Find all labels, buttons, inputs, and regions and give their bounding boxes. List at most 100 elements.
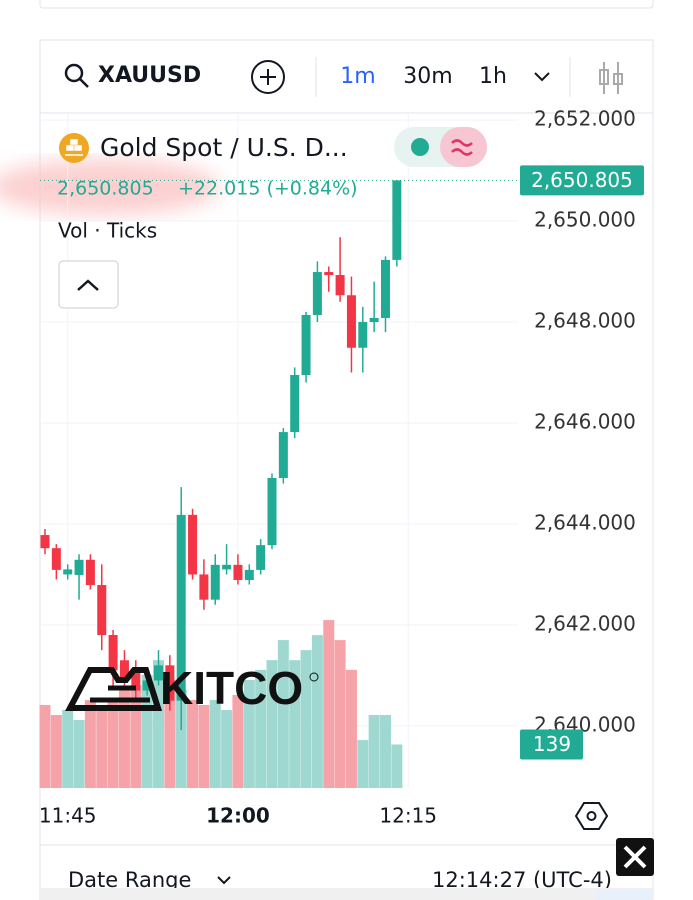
- registered-mark: [309, 672, 319, 682]
- close-icon: [623, 845, 647, 869]
- volume-bar: [153, 660, 164, 788]
- y-tick-label: 2,650.000: [534, 208, 636, 232]
- delay-icon: [451, 139, 473, 156]
- settings-icon-center: [586, 811, 597, 821]
- volume-bar: [62, 709, 74, 788]
- volume-bar: [380, 714, 391, 788]
- plot: 2,640.0002,642.0002,644.0002,646.0002,64…: [39, 107, 644, 828]
- candle-body: [312, 272, 322, 315]
- candle-body: [51, 548, 61, 570]
- watermark: KITCO: [65, 662, 319, 714]
- x-tick-label: 12:00: [206, 804, 270, 828]
- symbol[interactable]: XAUUSD: [98, 63, 201, 88]
- volume-bar: [187, 699, 199, 788]
- volume-bar: [164, 679, 176, 788]
- volume-tag: [520, 729, 583, 760]
- collapse-icon: [77, 279, 99, 291]
- last-price-label: 2,650.805: [531, 168, 633, 192]
- volume-bar: [118, 689, 130, 788]
- candle-body: [97, 585, 107, 636]
- candle-body: [188, 514, 198, 575]
- x-tick-label: 11:45: [39, 804, 97, 828]
- candle-body: [346, 295, 356, 348]
- volume-bar: [73, 720, 85, 788]
- candle-body: [290, 375, 300, 433]
- volume-bar: [334, 640, 346, 788]
- volume-bar: [232, 694, 244, 788]
- volume-bar: [96, 704, 108, 788]
- y-tick-label: 2,648.000: [534, 309, 636, 333]
- candle-body: [222, 564, 232, 570]
- indicator-legend: Vol · Ticks: [58, 219, 157, 243]
- watermark-icon-lines: [90, 685, 150, 703]
- ad-banner: [40, 888, 653, 900]
- candle-body: [119, 660, 129, 681]
- legend-price: 2,650.805: [57, 178, 154, 200]
- compare-button[interactable]: [251, 60, 285, 94]
- legend-change: +22.015 (+0.84%): [178, 178, 358, 200]
- volume-bar: [84, 699, 96, 788]
- ad-controls[interactable]: [596, 890, 652, 900]
- last-price-tag: [520, 165, 644, 196]
- candle-body: [244, 569, 254, 580]
- plus-icon-cross: [260, 69, 276, 85]
- x-tick-label: 12:15: [379, 804, 437, 828]
- volume-bar: [345, 669, 357, 788]
- volume-bar: [209, 699, 221, 788]
- highlight: [0, 159, 220, 215]
- watermark-icon: [65, 667, 163, 711]
- candle-body: [210, 564, 220, 600]
- volume-bar: [130, 684, 142, 788]
- collapse-button[interactable]: [58, 260, 119, 309]
- candle-body: [176, 514, 186, 701]
- volume-bar: [266, 660, 278, 788]
- candle-body: [335, 275, 345, 296]
- candle-body: [85, 559, 95, 586]
- candle-body: [267, 478, 277, 546]
- market-open-dot: [411, 138, 429, 156]
- plus-icon: [251, 60, 285, 94]
- candle-body: [131, 670, 141, 691]
- volume-bar: [311, 635, 323, 788]
- candle-body: [142, 680, 152, 691]
- gold-icon: [59, 133, 89, 163]
- y-tick-label: 2,642.000: [534, 611, 636, 635]
- volume-bar: [255, 669, 267, 788]
- volume-bar: [221, 709, 233, 788]
- search-icon: [64, 63, 84, 83]
- candle-body: [278, 432, 288, 479]
- candle-body: [324, 272, 334, 276]
- volume-label: 139: [533, 732, 571, 756]
- y-tick-label: 2,646.000: [534, 409, 636, 433]
- interval[interactable]: 30m: [403, 64, 452, 89]
- chart-type-icon[interactable]: [599, 62, 623, 94]
- date-range-chevron: [217, 876, 231, 885]
- candle-body: [63, 569, 73, 575]
- status-pill-right: [440, 127, 487, 167]
- settings-icon[interactable]: [574, 802, 609, 830]
- interval-menu[interactable]: [534, 72, 550, 82]
- candle-body: [154, 665, 163, 681]
- volume-bar: [39, 704, 51, 788]
- volume-bar: [243, 679, 255, 788]
- candle-body: [199, 574, 209, 600]
- volume-bar: [289, 660, 301, 788]
- candle-body: [392, 180, 402, 260]
- candle-body: [165, 665, 175, 701]
- candle-body: [256, 545, 266, 570]
- interval[interactable]: 1h: [479, 64, 507, 89]
- gold-bars: [65, 139, 83, 156]
- candle-body: [40, 535, 50, 549]
- prev-card: [39, 0, 654, 9]
- interval[interactable]: 1m: [340, 64, 375, 89]
- volume-bar: [391, 744, 403, 788]
- symbol-search[interactable]: XAUUSD: [64, 63, 201, 88]
- y-tick-label: 2,644.000: [534, 510, 636, 534]
- y-tick-label: 2,652.000: [534, 107, 636, 131]
- watermark-text: KITCO: [160, 662, 303, 714]
- volume-bar: [277, 640, 289, 788]
- volume-bar: [357, 740, 369, 788]
- candle-body: [233, 564, 243, 580]
